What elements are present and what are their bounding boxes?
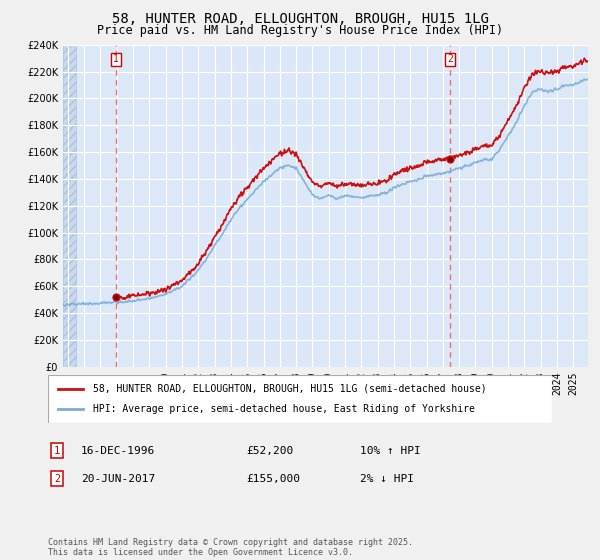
Text: 16-DEC-1996: 16-DEC-1996: [81, 446, 155, 456]
Text: 58, HUNTER ROAD, ELLOUGHTON, BROUGH, HU15 1LG: 58, HUNTER ROAD, ELLOUGHTON, BROUGH, HU1…: [112, 12, 488, 26]
Text: 20-JUN-2017: 20-JUN-2017: [81, 474, 155, 484]
Text: 1: 1: [54, 446, 60, 456]
Text: 10% ↑ HPI: 10% ↑ HPI: [360, 446, 421, 456]
Text: HPI: Average price, semi-detached house, East Riding of Yorkshire: HPI: Average price, semi-detached house,…: [94, 404, 475, 414]
Text: £52,200: £52,200: [246, 446, 293, 456]
FancyBboxPatch shape: [48, 375, 552, 423]
Text: Price paid vs. HM Land Registry's House Price Index (HPI): Price paid vs. HM Land Registry's House …: [97, 24, 503, 37]
Text: £155,000: £155,000: [246, 474, 300, 484]
Text: 58, HUNTER ROAD, ELLOUGHTON, BROUGH, HU15 1LG (semi-detached house): 58, HUNTER ROAD, ELLOUGHTON, BROUGH, HU1…: [94, 384, 487, 394]
Text: Contains HM Land Registry data © Crown copyright and database right 2025.
This d: Contains HM Land Registry data © Crown c…: [48, 538, 413, 557]
Bar: [63, 45, 76, 367]
Text: 2% ↓ HPI: 2% ↓ HPI: [360, 474, 414, 484]
Text: 2: 2: [54, 474, 60, 484]
Text: 1: 1: [113, 54, 119, 64]
Text: 2: 2: [448, 54, 453, 64]
